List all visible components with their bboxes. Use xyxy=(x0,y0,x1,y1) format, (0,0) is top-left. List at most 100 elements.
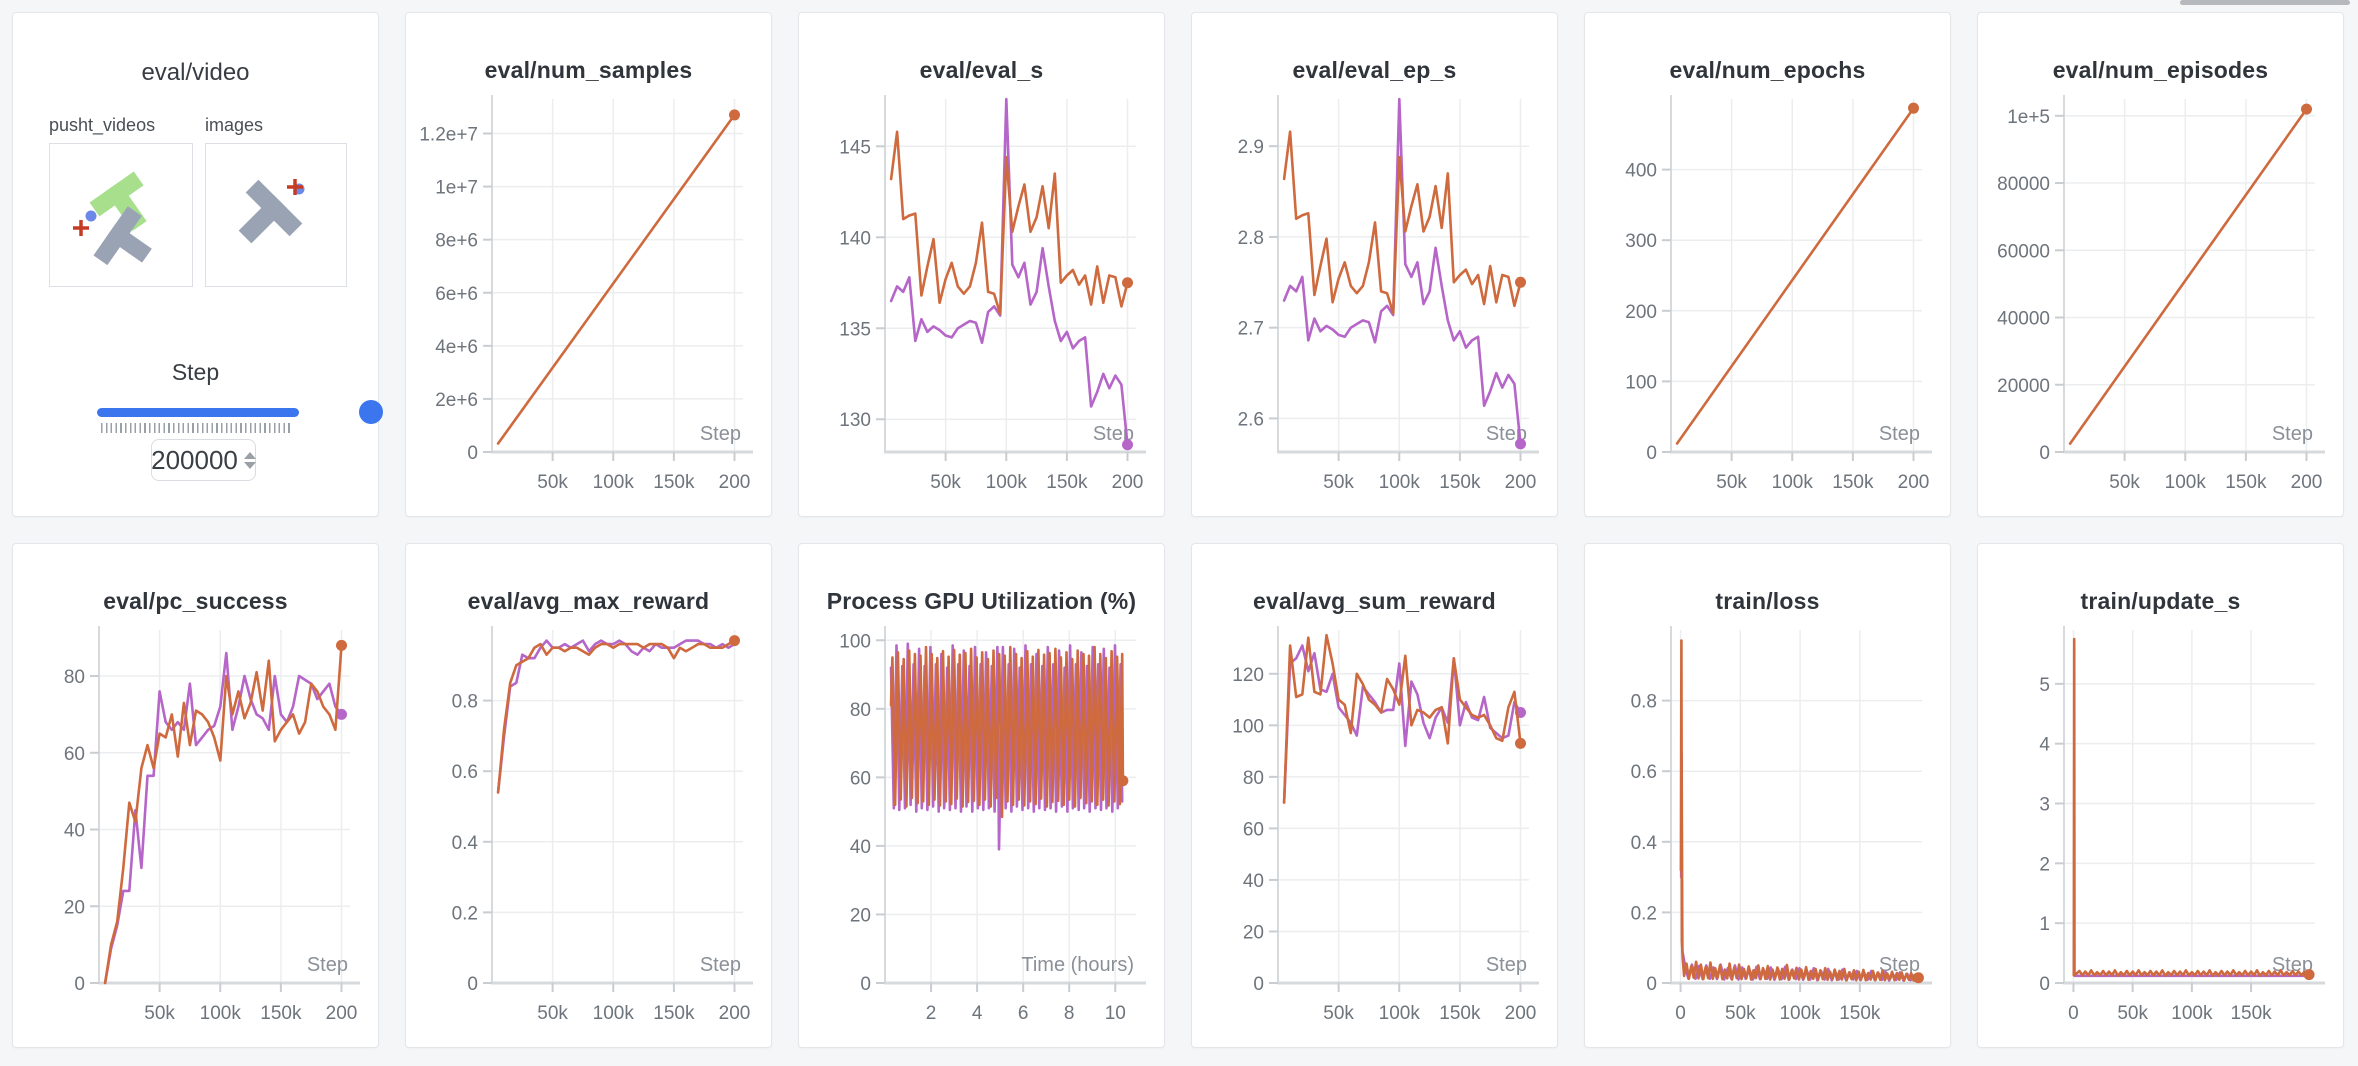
svg-text:40000: 40000 xyxy=(1997,309,2050,330)
series-line-orange xyxy=(889,130,1129,315)
x-axis-inplot-label: Step xyxy=(1093,423,1134,445)
svg-text:60: 60 xyxy=(1243,819,1264,840)
chart-canvas: 50k 100k 150k 200 0 0.2 0.4 0.6 0.8 Step xyxy=(452,626,753,1024)
chart-canvas: 50k 100k 150k 200 0 100 200 300 400 Step xyxy=(1625,95,1932,493)
svg-text:60: 60 xyxy=(850,768,871,789)
chart-title: eval/num_samples xyxy=(484,57,693,83)
svg-text:8: 8 xyxy=(1064,1003,1075,1024)
svg-text:8e+6: 8e+6 xyxy=(435,231,478,252)
svg-text:5: 5 xyxy=(2039,675,2050,696)
chart-title: train/loss xyxy=(1715,588,1820,614)
svg-text:80: 80 xyxy=(1243,768,1264,789)
step-slider[interactable] xyxy=(97,400,383,433)
series-line-purple xyxy=(1679,752,1918,982)
svg-text:150k: 150k xyxy=(653,1003,695,1024)
chart-canvas: 50k 100k 150k 200 2.6 2.7 2.8 2.9 Step xyxy=(1238,95,1539,493)
series-endpoint-dot-purple xyxy=(1515,438,1527,450)
panel-train-loss[interactable]: train/loss 0 50k 100k 150k 0 0.2 0.4 0.6 0.8 Step xyxy=(1584,543,1951,1048)
series-line-orange xyxy=(1675,106,1915,445)
svg-text:100: 100 xyxy=(1625,372,1657,393)
svg-text:100k: 100k xyxy=(593,472,635,493)
svg-text:80000: 80000 xyxy=(1997,174,2050,195)
svg-text:0: 0 xyxy=(1253,974,1264,995)
svg-text:140: 140 xyxy=(839,228,871,249)
panel-eval-eval-ep-s[interactable]: eval/eval_ep_s 50k 100k 150k 200 2.6 2.7 2.8 2.… xyxy=(1191,12,1558,517)
svg-text:40: 40 xyxy=(1243,871,1264,892)
slider-handle[interactable] xyxy=(359,400,383,424)
panel-eval-num-epochs[interactable]: eval/num_epochs 50k 100k 150k 200 0 100 200 300… xyxy=(1584,12,1951,517)
panel-eval-num-episodes[interactable]: eval/num_episodes 50k 100k 150k 200 0 20000 40… xyxy=(1977,12,2344,517)
series-endpoint-dot-orange xyxy=(1912,972,1924,984)
pusht-video-thumbnail[interactable] xyxy=(49,143,193,287)
panel-eval-avg-max-reward[interactable]: eval/avg_max_reward 50k 100k 150k 200 0 0.2 0.… xyxy=(405,543,772,1048)
svg-text:0: 0 xyxy=(1675,1003,1686,1024)
svg-text:2.9: 2.9 xyxy=(1238,137,1264,158)
x-axis-inplot-label: Time (hours) xyxy=(1021,954,1134,976)
svg-text:100k: 100k xyxy=(593,1003,635,1024)
panel-train-update-s[interactable]: train/update_s 0 50k 100k 150k 0 1 2 3 4 5 Step xyxy=(1977,543,2344,1048)
horizontal-scrollbar-thumb[interactable] xyxy=(2180,0,2350,5)
svg-text:60: 60 xyxy=(64,744,85,765)
panel-eval-video[interactable]: eval/video pusht_videos images xyxy=(12,12,383,517)
svg-text:0.4: 0.4 xyxy=(1631,833,1658,854)
panel-eval-avg-sum-reward[interactable]: eval/avg_sum_reward 50k 100k 150k 200 0 20 40 6… xyxy=(1191,543,1558,1048)
svg-text:40: 40 xyxy=(850,837,871,858)
series-line-orange xyxy=(496,639,736,794)
panel-eval-pc-success[interactable]: eval/pc_success 50k 100k 150k 200 0 20 40 60 80 S… xyxy=(12,543,379,1048)
step-number-input[interactable]: 200000 xyxy=(151,439,256,481)
svg-text:145: 145 xyxy=(839,137,871,158)
panel-eval-eval-s[interactable]: eval/eval_s 50k 100k 150k 200 130 135 140 145 St… xyxy=(798,12,1165,517)
step-down-icon[interactable] xyxy=(243,461,256,469)
x-axis-inplot-label: Step xyxy=(307,954,348,976)
svg-text:20: 20 xyxy=(850,905,871,926)
images-thumbnail[interactable] xyxy=(205,143,347,287)
svg-text:0: 0 xyxy=(2068,1003,2079,1024)
chart-title: eval/num_epochs xyxy=(1669,57,1866,83)
svg-text:2.7: 2.7 xyxy=(1238,319,1264,340)
svg-text:100k: 100k xyxy=(1772,472,1814,493)
svg-text:300: 300 xyxy=(1625,231,1657,252)
svg-text:0.8: 0.8 xyxy=(452,692,478,713)
slider-track[interactable] xyxy=(97,408,299,417)
pusht-scene-image xyxy=(73,171,152,266)
stepper-buttons[interactable] xyxy=(243,451,256,469)
chart-title: eval/eval_ep_s xyxy=(1292,57,1457,83)
x-axis-inplot-label: Step xyxy=(1879,954,1920,976)
panel-title: eval/video xyxy=(141,59,250,86)
svg-text:150k: 150k xyxy=(2230,1003,2272,1024)
svg-text:50k: 50k xyxy=(1725,1003,1756,1024)
svg-text:20000: 20000 xyxy=(1997,376,2050,397)
svg-text:135: 135 xyxy=(839,319,871,340)
svg-text:100k: 100k xyxy=(1779,1003,1821,1024)
svg-text:200: 200 xyxy=(1898,472,1930,493)
chart-canvas: 0 50k 100k 150k 0 0.2 0.4 0.6 0.8 Step xyxy=(1631,626,1932,1024)
svg-text:1e+7: 1e+7 xyxy=(435,178,478,199)
series-endpoint-dot-orange xyxy=(1117,775,1129,787)
chart-title: eval/avg_sum_reward xyxy=(1253,588,1496,614)
svg-text:150k: 150k xyxy=(1046,472,1088,493)
svg-text:10: 10 xyxy=(1105,1003,1126,1024)
chart-canvas: 50k 100k 150k 200 130 135 140 145 Step xyxy=(839,95,1146,493)
panel-gpu-utilization[interactable]: Process GPU Utilization (%) 2 4 6 8 10 0 20 40 6… xyxy=(798,543,1165,1048)
svg-text:150k: 150k xyxy=(1439,472,1481,493)
svg-text:20: 20 xyxy=(1243,922,1264,943)
svg-text:2.6: 2.6 xyxy=(1238,409,1264,430)
series-line-orange xyxy=(2068,107,2308,445)
svg-text:0.8: 0.8 xyxy=(1631,692,1657,713)
svg-text:150k: 150k xyxy=(653,472,695,493)
series-line-orange xyxy=(496,113,736,445)
series-endpoint-dot-orange xyxy=(336,639,348,651)
svg-text:50k: 50k xyxy=(1323,472,1354,493)
svg-text:50k: 50k xyxy=(1716,472,1747,493)
svg-text:1.2e+7: 1.2e+7 xyxy=(419,125,478,146)
panel-eval-num-samples[interactable]: eval/num_samples 50k 100k 150k 200 0 2e+6 4e+6… xyxy=(405,12,772,517)
svg-text:200: 200 xyxy=(2291,472,2323,493)
series-endpoint-dot-orange xyxy=(729,109,741,121)
step-value: 200000 xyxy=(151,444,238,475)
chart-canvas: 50k 100k 150k 200 0 2e+6 4e+6 6e+6 8e+6 1e+7 1.2e+… xyxy=(419,95,753,493)
svg-text:60000: 60000 xyxy=(1997,241,2050,262)
slider-tick-ruler xyxy=(101,423,293,433)
step-up-icon[interactable] xyxy=(243,451,256,459)
